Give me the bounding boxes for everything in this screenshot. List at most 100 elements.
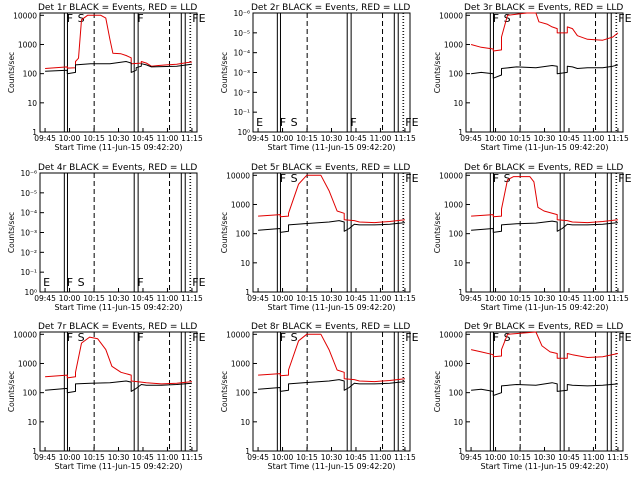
x-axis-label: Start Time (11-Jun-15 09:42:20) xyxy=(55,462,183,471)
x-tick-label: 11:00 xyxy=(157,453,179,462)
x-tick-label: 09:45 xyxy=(247,294,269,303)
y-tick-label: 10 xyxy=(453,259,463,268)
x-axis-label: Start Time (11-Jun-15 09:42:20) xyxy=(481,462,609,471)
x-tick-label: 10:00 xyxy=(272,134,294,143)
x-tick-label: 11:15 xyxy=(607,294,629,303)
x-tick-label: 10:30 xyxy=(108,294,130,303)
flag-label: F xyxy=(280,172,286,185)
flag-label: S xyxy=(504,172,511,185)
x-tick-label: 10:30 xyxy=(534,294,556,303)
panel-title: Det 5r BLACK = Events, RED = LLD xyxy=(251,163,410,173)
panel-title: Det 6r BLACK = Events, RED = LLD xyxy=(464,163,623,173)
y-tick-label: 10 xyxy=(240,259,250,268)
y-tick-label: 10 xyxy=(453,418,463,427)
y-axis-label: Counts/sec xyxy=(433,212,442,253)
plot-frame xyxy=(465,12,624,133)
lld-series-line xyxy=(45,14,192,69)
flag-label: FE xyxy=(405,331,418,344)
flag-label: F xyxy=(67,331,73,344)
x-tick-label: 10:15 xyxy=(83,134,105,143)
flag-label: S xyxy=(291,172,298,185)
x-tick-label: 10:00 xyxy=(272,294,294,303)
y-tick-label: 100 xyxy=(449,389,464,398)
flag-label: F xyxy=(350,116,356,129)
y-tick-label: 10000 xyxy=(13,11,37,20)
flag-label: F xyxy=(137,12,143,25)
y-tick-label: 1 xyxy=(458,447,463,456)
x-tick-label: 09:45 xyxy=(460,294,482,303)
lld-series-line xyxy=(470,331,619,359)
flag-label: F xyxy=(137,276,143,289)
y-tick-label: 1 xyxy=(32,128,37,137)
y-tick-label: 10000 xyxy=(226,171,250,180)
events-series-line xyxy=(45,380,192,394)
x-tick-label: 11:00 xyxy=(370,294,392,303)
flag-label: E xyxy=(43,276,50,289)
x-tick-label: 11:15 xyxy=(394,294,416,303)
x-tick-label: 09:45 xyxy=(460,134,482,143)
x-tick-label: 11:00 xyxy=(157,134,179,143)
x-tick-label: 11:00 xyxy=(370,453,392,462)
x-tick-label: 11:15 xyxy=(607,453,629,462)
x-tick-label: 10:45 xyxy=(132,453,154,462)
flag-label: F xyxy=(280,331,286,344)
panel-det-6: Det 6r BLACK = Events, RED = LLD 09:45 10:… xyxy=(433,163,632,312)
x-tick-label: 10:15 xyxy=(83,294,105,303)
y-tick-label: 10000 xyxy=(226,330,250,339)
y-tick-label: 10⁰ xyxy=(24,288,37,297)
y-tick-label: 10000 xyxy=(439,11,463,20)
y-tick-label: 10000 xyxy=(439,171,463,180)
lld-series-line xyxy=(470,12,619,52)
x-axis-label: Start Time (11-Jun-15 09:42:20) xyxy=(268,462,396,471)
plot-frame xyxy=(465,331,624,452)
y-tick-label: 10⁻³ xyxy=(20,229,37,238)
x-axis-label: Start Time (11-Jun-15 09:42:20) xyxy=(268,303,396,312)
x-tick-label: 10:45 xyxy=(132,134,154,143)
y-tick-label: 1000 xyxy=(444,40,463,49)
x-tick-label: 11:00 xyxy=(583,453,605,462)
y-tick-label: 100 xyxy=(23,70,38,79)
y-tick-label: 1000 xyxy=(444,200,463,209)
y-tick-label: 1 xyxy=(245,288,250,297)
y-tick-label: 100 xyxy=(449,230,464,239)
flag-label: F xyxy=(280,116,286,129)
flag-label: FE xyxy=(405,116,418,129)
y-tick-label: 10⁰ xyxy=(237,128,250,137)
flag-label: FE xyxy=(618,331,631,344)
y-tick-label: 10000 xyxy=(439,330,463,339)
x-tick-label: 10:30 xyxy=(534,134,556,143)
x-tick-label: 09:45 xyxy=(247,453,269,462)
y-tick-label: 10⁻³ xyxy=(233,69,250,78)
flag-label: FE xyxy=(618,172,631,185)
y-axis-label: Counts/sec xyxy=(220,212,229,253)
x-tick-label: 10:30 xyxy=(108,134,130,143)
flag-label: S xyxy=(504,12,511,25)
flag-label: S xyxy=(78,12,85,25)
y-tick-label: 1000 xyxy=(18,359,37,368)
y-tick-label: 1000 xyxy=(444,359,463,368)
flag-label: FE xyxy=(192,276,205,289)
x-tick-label: 10:45 xyxy=(345,134,367,143)
x-tick-label: 10:00 xyxy=(485,134,507,143)
y-tick-label: 1 xyxy=(32,447,37,456)
y-tick-label: 10⁻¹ xyxy=(20,268,37,277)
x-tick-label: 10:45 xyxy=(345,294,367,303)
x-tick-label: 10:45 xyxy=(558,134,580,143)
panel-title: Det 7r BLACK = Events, RED = LLD xyxy=(38,322,197,332)
events-series-line xyxy=(471,220,618,233)
plot-frame xyxy=(39,331,198,452)
y-tick-label: 1 xyxy=(245,447,250,456)
plot-frame xyxy=(465,172,624,293)
x-tick-label: 11:00 xyxy=(370,134,392,143)
plot-frame xyxy=(252,331,411,452)
x-tick-label: 10:15 xyxy=(296,134,318,143)
flag-label: E xyxy=(256,116,263,129)
y-tick-label: 10⁻⁵ xyxy=(20,189,37,198)
x-tick-label: 11:00 xyxy=(583,294,605,303)
